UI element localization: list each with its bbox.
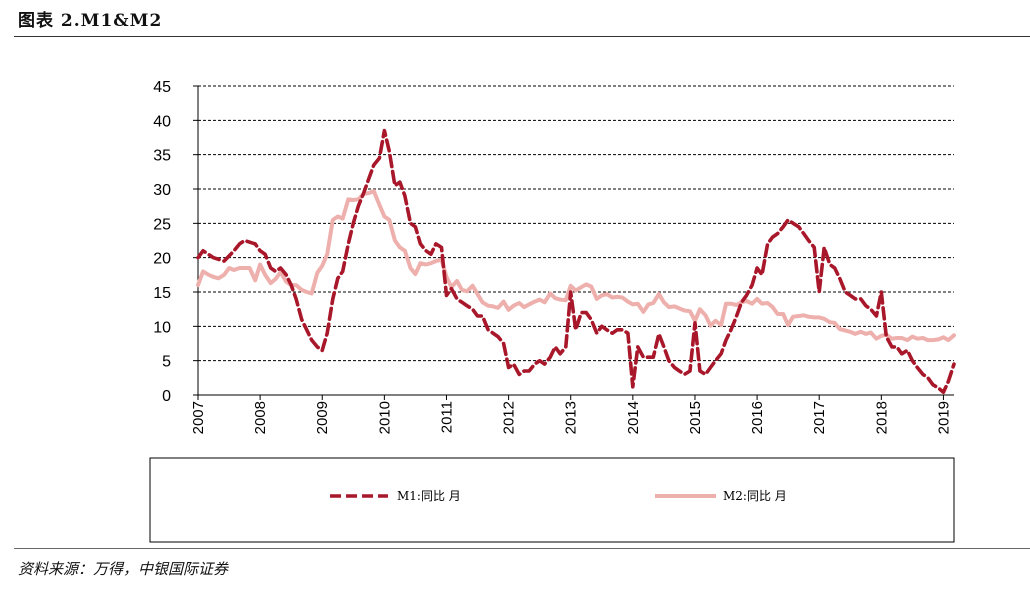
x-tick-label: 2011 [438, 401, 455, 433]
y-tick-label: 5 [162, 354, 171, 371]
x-tick-label: 2007 [190, 401, 207, 434]
x-tick-label: 2009 [314, 401, 331, 434]
x-tick-label: 2015 [687, 401, 704, 434]
axes: 0 5 10 15 20 25 30 35 40 45 2007 2008 2009 2010 2011 20… [153, 79, 954, 434]
y-tick-label: 45 [153, 79, 171, 96]
y-tick-label: 15 [153, 285, 171, 302]
x-tick-label: 2013 [563, 401, 580, 434]
x-tick-label: 2017 [811, 401, 828, 434]
y-tick-label: 30 [153, 182, 171, 199]
chart-title: 图表 2.M1&M2 [18, 11, 163, 31]
series-lines [196, 128, 956, 395]
x-tick-label: 2016 [749, 401, 766, 434]
legend: M1:同比 月 M2:同比 月 [149, 457, 955, 543]
top-divider [14, 36, 1030, 37]
series-line-m1 [196, 128, 956, 395]
x-tick-label: 2014 [625, 401, 642, 434]
y-tick-label: 20 [153, 251, 171, 268]
x-tick-label: 2008 [252, 401, 269, 434]
x-tick-label: 2012 [501, 401, 518, 434]
legend-label-m1: M1:同比 月 [397, 489, 461, 503]
legend-label-m2: M2:同比 月 [723, 489, 787, 503]
line-chart: 0 5 10 15 20 25 30 35 40 45 2007 2008 2009 2010 2011 20… [149, 79, 956, 543]
y-tick-label: 10 [153, 319, 171, 336]
x-tick-label: 2010 [376, 401, 393, 434]
y-tick-label: 35 [153, 148, 171, 165]
series-line-m2 [196, 189, 956, 343]
bottom-divider [14, 548, 1030, 549]
x-tick-label: 2018 [873, 401, 890, 434]
y-tick-label: 0 [162, 388, 171, 405]
source-note: 资料来源：万得，中银国际证券 [18, 560, 229, 578]
y-tick-label: 25 [153, 216, 171, 233]
y-tick-label: 40 [153, 113, 171, 130]
legend-box [149, 457, 955, 543]
x-tick-label: 2019 [935, 401, 952, 434]
